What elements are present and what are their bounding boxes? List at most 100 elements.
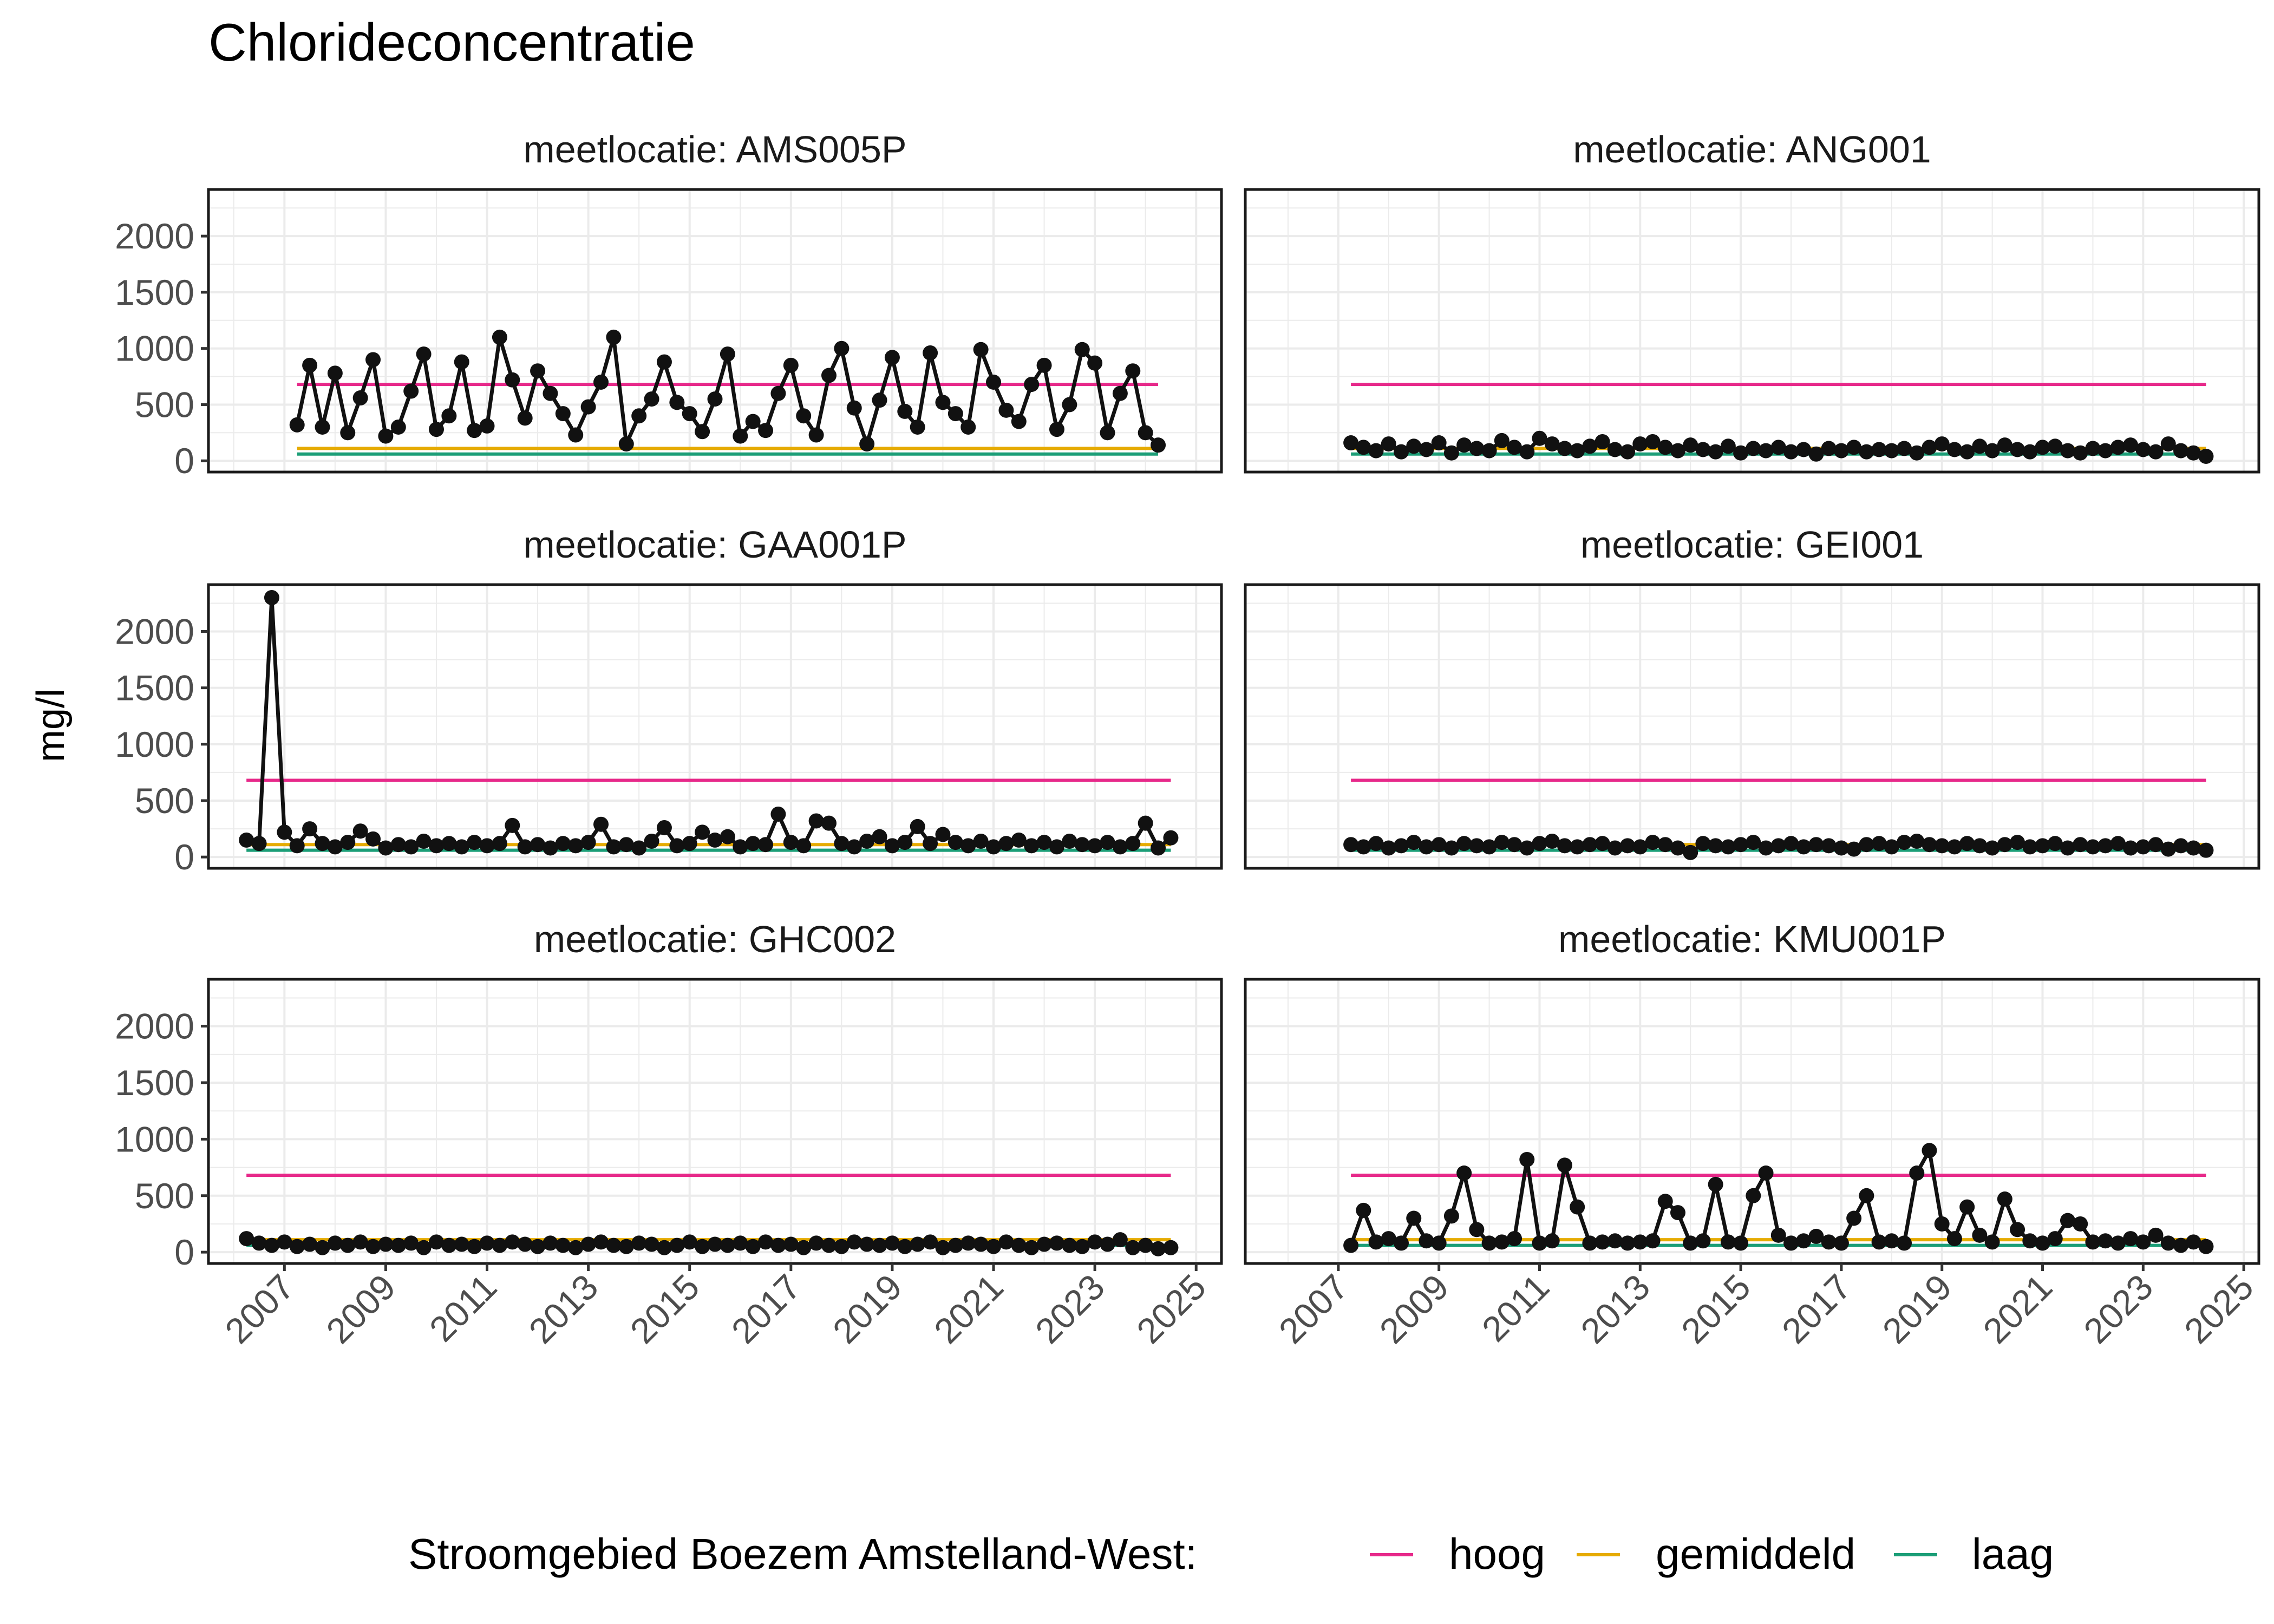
data-point bbox=[1049, 422, 1064, 437]
data-point bbox=[2085, 1234, 2101, 1250]
data-point bbox=[1419, 839, 1434, 855]
data-point bbox=[998, 836, 1014, 852]
chart-title: Chlorideconcentratie bbox=[208, 12, 695, 72]
data-point bbox=[720, 1237, 735, 1253]
data-point bbox=[1557, 441, 1572, 456]
data-point bbox=[403, 1235, 419, 1251]
data-point bbox=[1494, 835, 1510, 850]
data-point bbox=[1138, 815, 1153, 831]
data-point bbox=[973, 1236, 989, 1252]
data-point bbox=[884, 350, 900, 365]
data-point bbox=[1683, 437, 1698, 453]
data-point bbox=[441, 836, 457, 852]
data-point bbox=[935, 827, 951, 842]
data-point bbox=[1859, 1188, 1874, 1203]
data-point bbox=[1368, 1234, 1384, 1250]
data-point bbox=[1846, 440, 1862, 455]
data-point bbox=[1112, 1232, 1128, 1248]
data-point bbox=[1783, 1235, 1799, 1251]
data-point bbox=[1984, 443, 2000, 459]
data-point bbox=[1494, 1234, 1510, 1250]
data-point bbox=[1036, 1236, 1052, 1252]
data-point bbox=[517, 839, 533, 855]
data-point bbox=[2173, 1237, 2188, 1253]
data-point bbox=[1419, 1233, 1434, 1249]
data-point bbox=[2198, 448, 2214, 464]
data-point bbox=[986, 1239, 1002, 1254]
data-point bbox=[2097, 838, 2113, 854]
data-point bbox=[2186, 445, 2201, 461]
data-point bbox=[1469, 838, 1485, 854]
data-point bbox=[821, 368, 837, 383]
data-point bbox=[352, 1234, 368, 1250]
data-point bbox=[1946, 442, 1962, 457]
data-point bbox=[580, 1236, 596, 1252]
data-point bbox=[1419, 442, 1434, 457]
data-point bbox=[2035, 440, 2050, 455]
data-point bbox=[352, 823, 368, 839]
data-point bbox=[897, 1239, 913, 1254]
data-point bbox=[1821, 1234, 1837, 1250]
data-point bbox=[1972, 1227, 1988, 1243]
data-point bbox=[2010, 835, 2025, 850]
legend-title: Stroomgebied Boezem Amstelland-West: bbox=[408, 1530, 1197, 1578]
data-point bbox=[1997, 1191, 2012, 1207]
data-point bbox=[1381, 1231, 1396, 1247]
data-point bbox=[2123, 1231, 2139, 1247]
data-point bbox=[1443, 445, 1459, 461]
data-point bbox=[859, 1236, 875, 1252]
data-point bbox=[770, 385, 786, 401]
data-point bbox=[1062, 833, 1077, 849]
data-point bbox=[2097, 1233, 2113, 1249]
data-point bbox=[1859, 837, 1874, 853]
data-point bbox=[1456, 437, 1472, 453]
data-point bbox=[1897, 835, 1912, 850]
data-point bbox=[1607, 1233, 1623, 1249]
data-point bbox=[277, 1234, 292, 1250]
panel-background bbox=[1245, 585, 2259, 868]
data-point bbox=[1557, 1157, 1572, 1173]
data-point bbox=[340, 835, 356, 850]
data-point bbox=[1532, 430, 1547, 446]
data-point bbox=[1871, 836, 1887, 852]
y-tick-label: 0 bbox=[174, 837, 194, 877]
data-point bbox=[631, 840, 647, 856]
data-point bbox=[695, 424, 710, 440]
data-point bbox=[720, 346, 735, 362]
data-point bbox=[1909, 833, 1925, 849]
x-tick-label: 2013 bbox=[521, 1267, 605, 1351]
data-point bbox=[745, 836, 761, 852]
data-point bbox=[1922, 440, 1937, 455]
x-tick-label: 2015 bbox=[622, 1267, 707, 1351]
data-point bbox=[884, 1235, 900, 1251]
data-point bbox=[935, 1240, 951, 1255]
data-point bbox=[1657, 1194, 1673, 1209]
data-point bbox=[454, 354, 469, 370]
data-point bbox=[846, 839, 862, 855]
data-point bbox=[1733, 837, 1749, 853]
panel-background bbox=[1245, 979, 2259, 1263]
data-point bbox=[2198, 842, 2214, 858]
data-point bbox=[580, 835, 596, 850]
data-point bbox=[1406, 835, 1422, 850]
data-point bbox=[872, 829, 887, 844]
data-point bbox=[1074, 342, 1090, 357]
data-point bbox=[695, 1239, 710, 1254]
data-point bbox=[644, 391, 659, 407]
data-point bbox=[416, 833, 432, 849]
data-point bbox=[1112, 839, 1128, 855]
data-point bbox=[403, 383, 419, 399]
data-point bbox=[340, 1237, 356, 1253]
data-point bbox=[960, 419, 976, 435]
data-point bbox=[352, 390, 368, 406]
data-point bbox=[315, 836, 330, 852]
data-point bbox=[365, 352, 381, 368]
data-point bbox=[1112, 385, 1128, 401]
data-point bbox=[568, 427, 584, 443]
data-point bbox=[1036, 357, 1052, 373]
data-point bbox=[2073, 1216, 2088, 1232]
data-point bbox=[1519, 840, 1535, 856]
data-point bbox=[543, 1235, 558, 1251]
data-point bbox=[2148, 444, 2164, 460]
